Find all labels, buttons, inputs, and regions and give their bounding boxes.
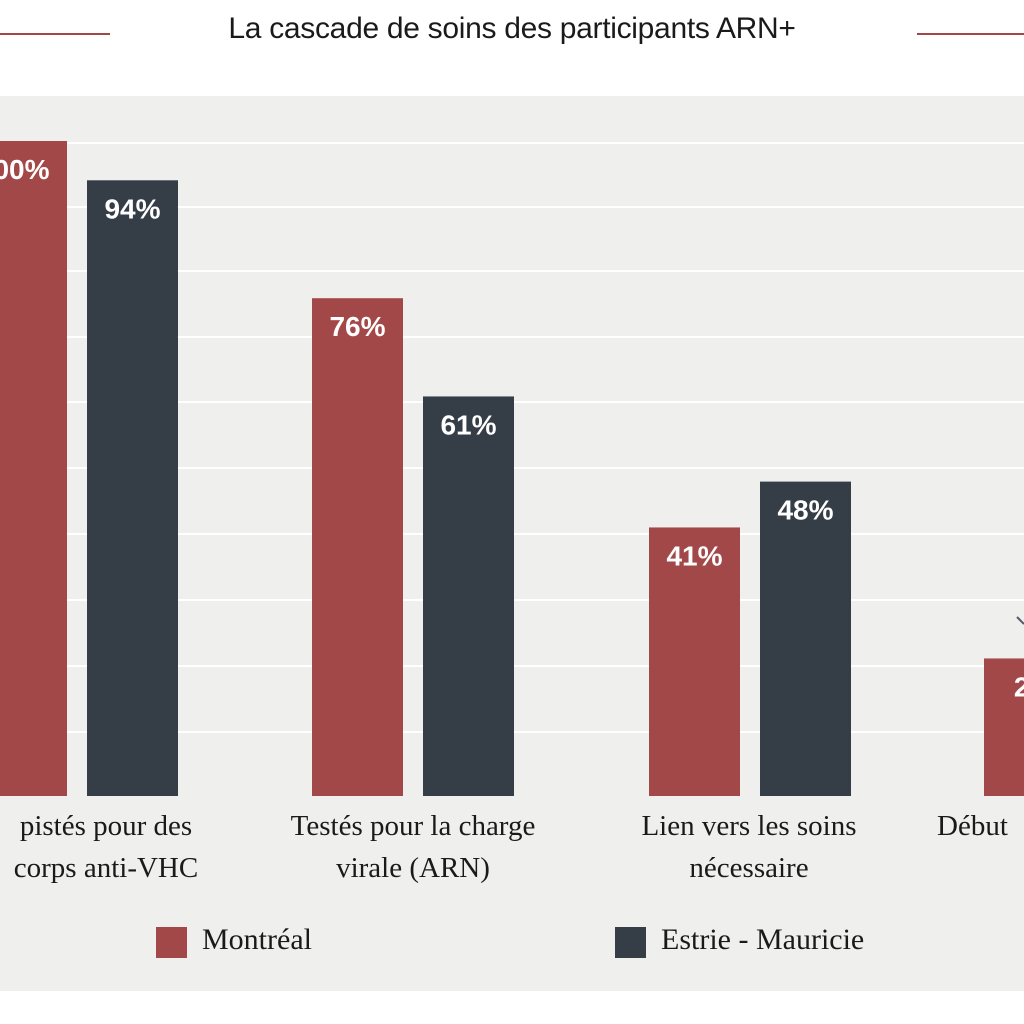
category-label-started: Début xyxy=(937,810,1008,842)
data-labels: 00% 76% 41% 21 94% 61% 48% xyxy=(0,154,1024,702)
bar-series1-cat2 xyxy=(760,481,851,796)
legend-label-montreal: Montréal xyxy=(202,923,312,956)
bar-series1-cat0 xyxy=(87,180,178,797)
bars xyxy=(0,141,1024,797)
bar-series0-cat0 xyxy=(0,141,67,796)
data-label-series0-cat2: 41% xyxy=(666,540,722,571)
data-label-series0-cat3: 21 xyxy=(1014,671,1024,702)
bar-series0-cat2 xyxy=(649,527,740,796)
legend-swatch-montreal xyxy=(156,927,187,958)
bar-series0-cat1 xyxy=(312,298,403,796)
data-label-series1-cat1: 61% xyxy=(440,409,496,440)
data-label-series1-cat2: 48% xyxy=(777,495,833,526)
data-label-series0-cat0: 00% xyxy=(0,154,50,185)
legend-label-estrie-mauricie: Estrie - Mauricie xyxy=(661,923,865,956)
data-label-series0-cat1: 76% xyxy=(329,311,385,342)
title-row: La cascade de soins des participants ARN… xyxy=(0,0,1024,70)
chart-title: La cascade de soins des participants ARN… xyxy=(228,12,796,45)
annotation-chevron-mark xyxy=(1016,616,1024,625)
title-rule-right xyxy=(917,33,1024,35)
category-label-tested: Testés pour la charge virale (ARN) xyxy=(290,810,536,884)
category-label-linked: Lien vers les soins nécessaire xyxy=(641,810,857,884)
legend-swatch-estrie-mauricie xyxy=(615,927,646,958)
category-label-screened: pistés pour des corps anti-VHC xyxy=(13,810,199,884)
data-label-series1-cat0: 94% xyxy=(104,193,160,224)
bar-series0-cat3 xyxy=(984,658,1024,796)
bar-series1-cat1 xyxy=(423,396,514,796)
title-rule-left xyxy=(0,33,110,35)
